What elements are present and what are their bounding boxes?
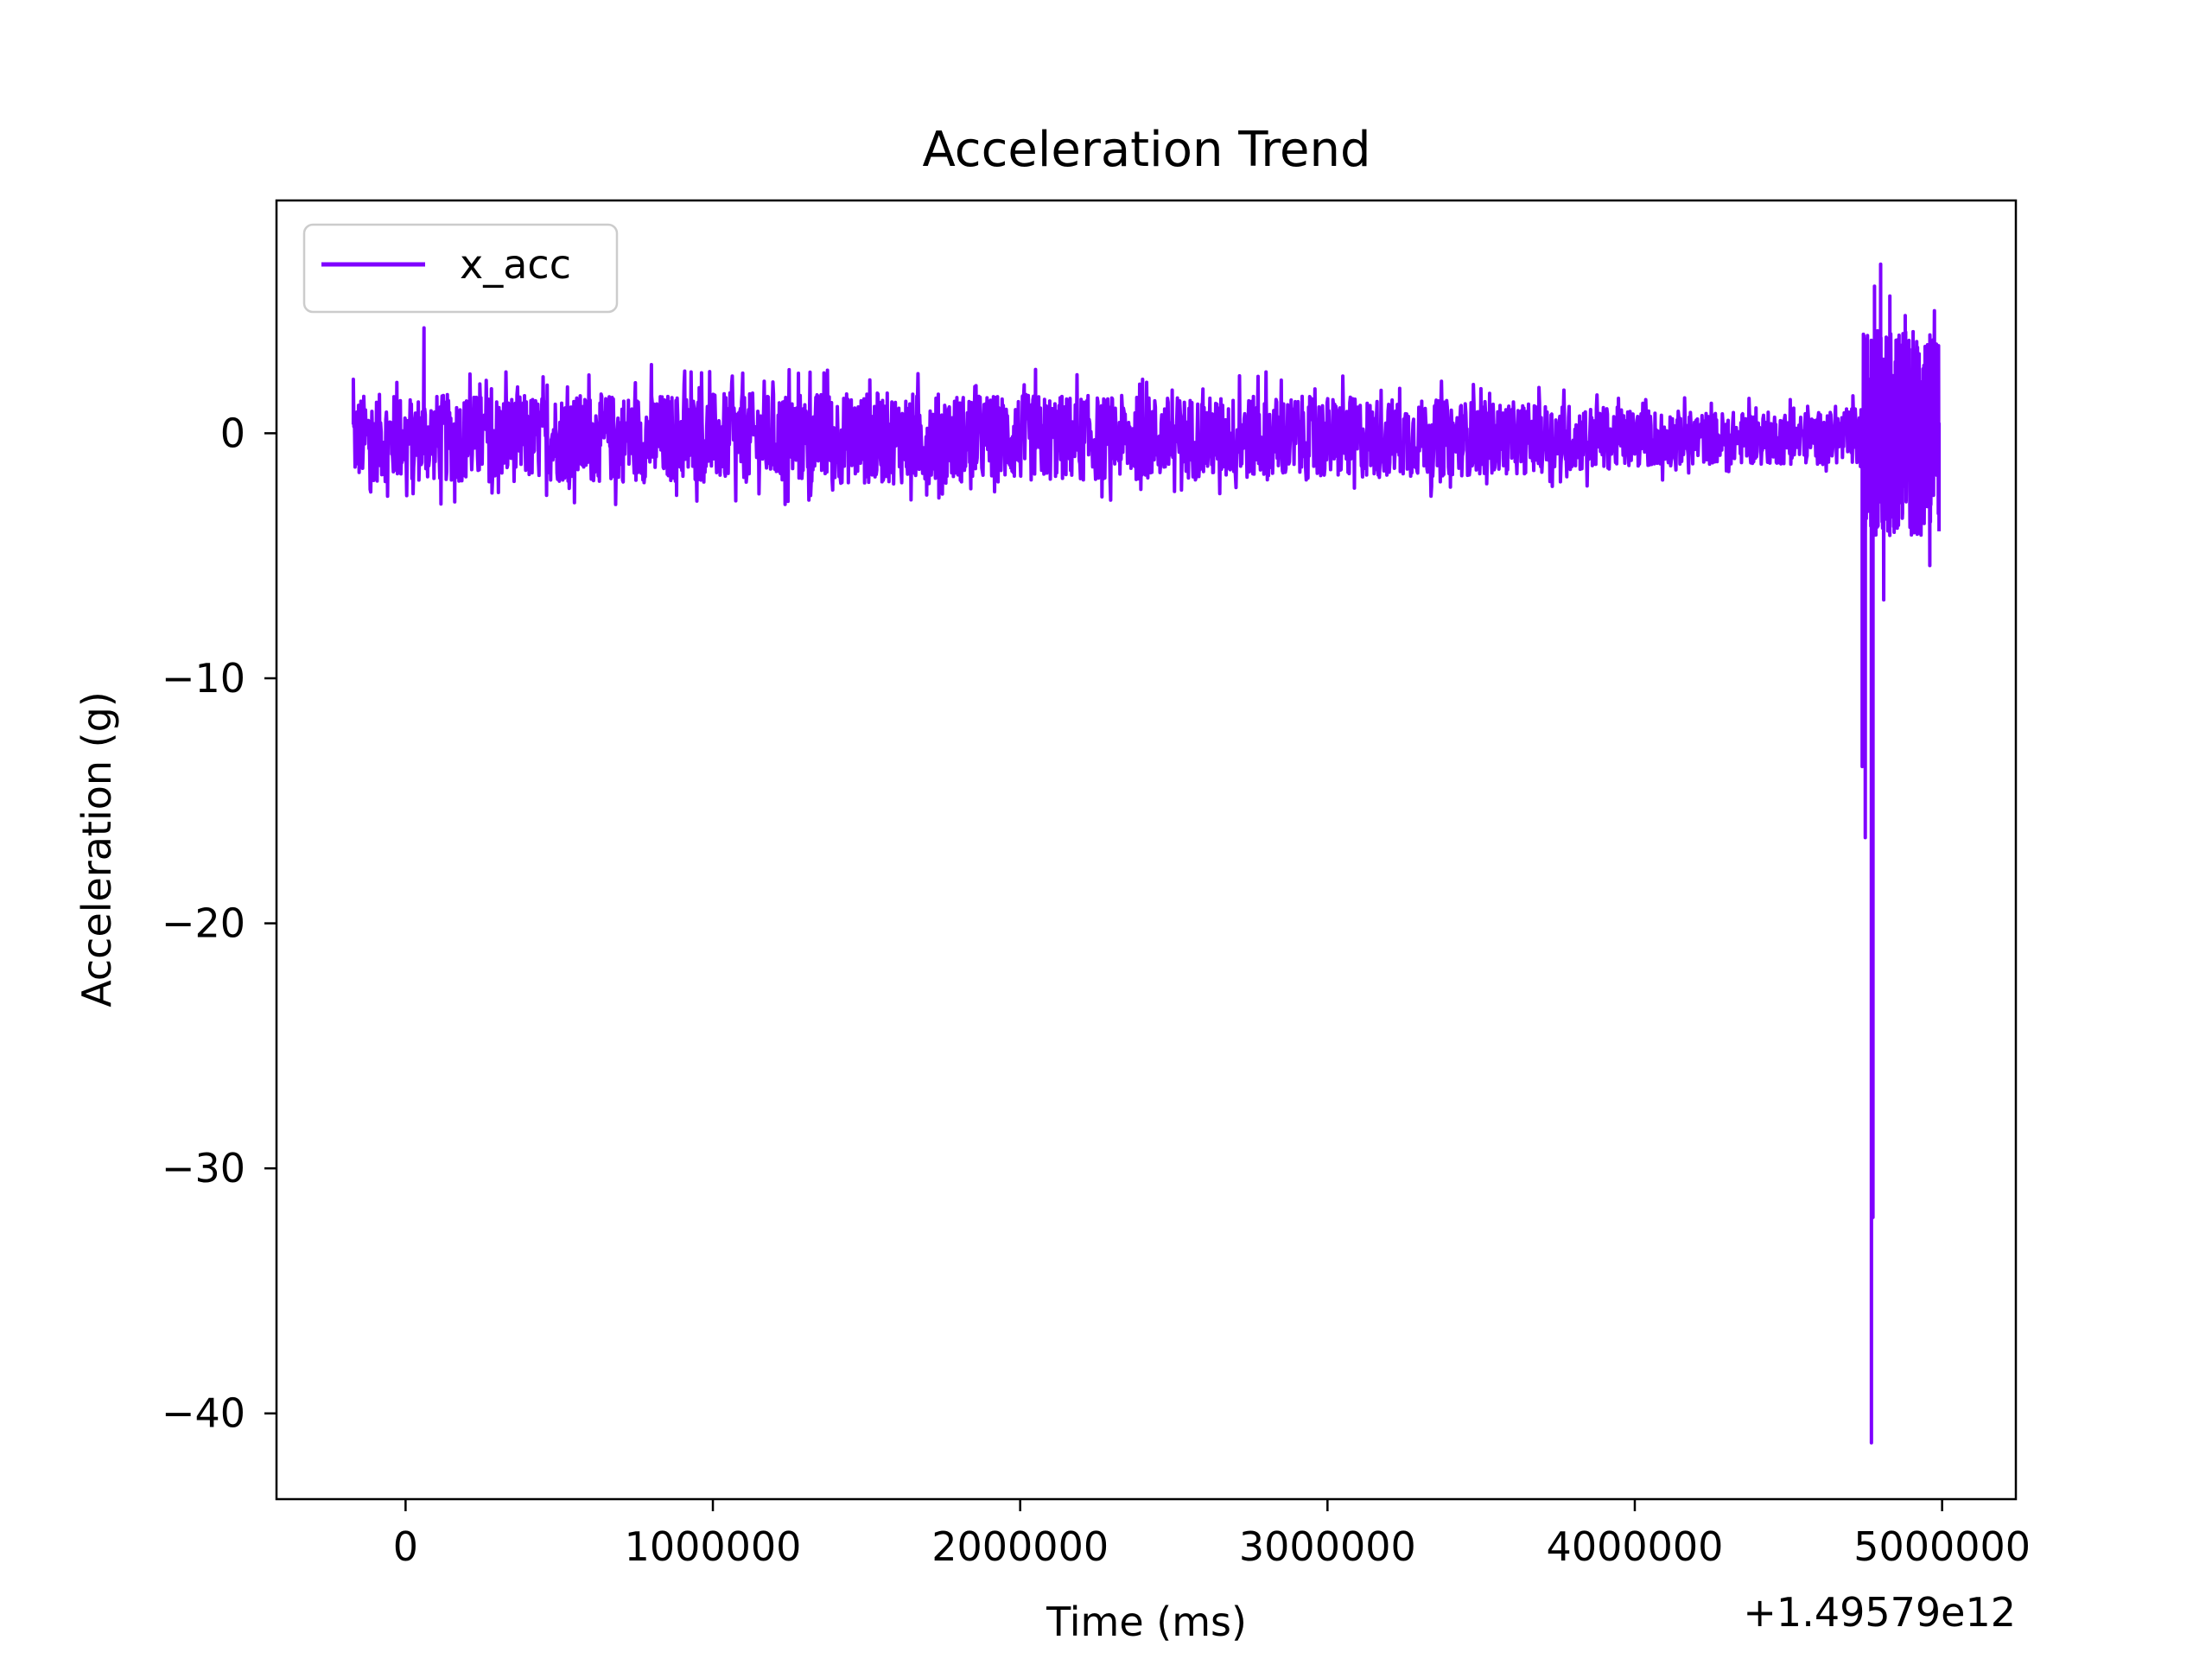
legend-box (302, 223, 619, 314)
y-tick-label-4: −40 (162, 1390, 245, 1437)
chart-title: Acceleration Trend (922, 122, 1370, 178)
y-axis-label: Acceleration (g) (73, 691, 120, 1007)
x-tick-label-2: 2000000 (931, 1523, 1109, 1570)
x-tick-label-1: 1000000 (625, 1523, 802, 1570)
y-tick-label-0: 0 (220, 410, 245, 456)
plot-frame (275, 199, 2018, 1501)
x-tick-label-0: 0 (393, 1523, 418, 1570)
x-axis-label: Time (ms) (1046, 1599, 1247, 1645)
y-tick-label-2: −20 (162, 900, 245, 947)
x-axis: 0 1000000 2000000 3000000 4000000 5000000 (393, 1499, 2031, 1570)
x-tick-label-3: 3000000 (1239, 1523, 1416, 1570)
y-tick-label-1: −10 (162, 655, 245, 702)
x-tick-label-5: 5000000 (1853, 1523, 2031, 1570)
x-axis-offset-label: +1.49579e12 (1743, 1589, 2016, 1636)
legend-label-x_acc: x_acc (460, 241, 571, 288)
y-axis: 0 −10 −20 −30 −40 (162, 410, 276, 1437)
x-tick-label-4: 4000000 (1547, 1523, 1724, 1570)
series-layer (351, 262, 1942, 1445)
series-line-x_acc (351, 262, 1942, 1445)
legend: x_acc (302, 223, 619, 314)
y-tick-label-3: −30 (162, 1145, 245, 1192)
